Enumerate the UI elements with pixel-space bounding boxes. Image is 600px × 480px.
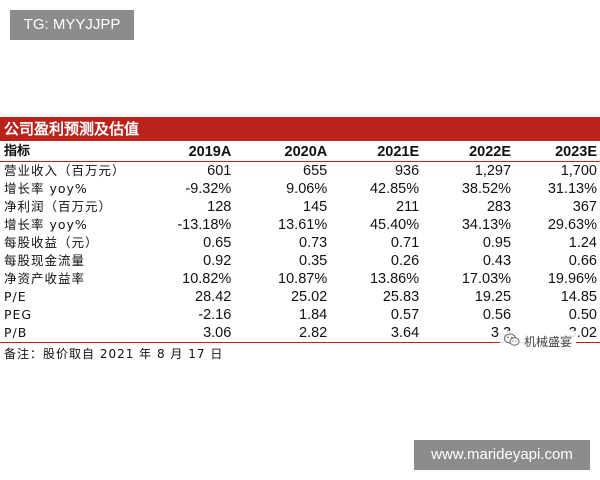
table-row: 净资产收益率 10.82% 10.87% 13.86% 17.03% 19.96…: [0, 270, 600, 288]
table-cell: 1.24: [568, 235, 597, 251]
header-year-2019: 2019A: [129, 143, 236, 162]
table-cell: -13.18%: [177, 217, 232, 233]
table-header-row: 指标 2019A 2020A 2021E 2022E 2023E: [0, 143, 600, 162]
header-indicator: 指标: [0, 143, 130, 162]
table-cell: 0.26: [390, 253, 420, 269]
table-cell: 1,700: [560, 163, 597, 179]
table-row: 增长率 yoy% -13.18% 13.61% 45.40% 34.13% 29…: [0, 216, 600, 234]
table-cell: 0.43: [482, 253, 512, 269]
wechat-icon: [504, 333, 520, 350]
table-cell: 31.13%: [547, 181, 597, 197]
table-row: 每股现金流量 0.92 0.35 0.26 0.43 0.66: [0, 252, 600, 270]
wechat-account-name: 机械盛宴: [524, 334, 573, 349]
table-row: 净利润（百万元） 128 145 211 283 367: [0, 198, 600, 216]
table-cell: 38.52%: [461, 181, 512, 197]
table-cell: 0.65: [203, 235, 232, 251]
table-cell: 13.61%: [278, 217, 328, 233]
table-row: P/E 28.42 25.02 25.83 19.25 14.85: [0, 288, 600, 306]
table-cell: 14.85: [560, 289, 597, 305]
table-cell: 1.84: [299, 307, 328, 323]
tg-watermark-badge: TG: MYYJJPP: [10, 10, 134, 40]
forecast-valuation-table: 指标 2019A 2020A 2021E 2022E 2023E 营业收入（百万…: [0, 143, 600, 343]
table-cell: 3.3: [419, 324, 512, 343]
table-cell: 34.13%: [461, 217, 512, 233]
row-label: 增长率 yoy%: [4, 181, 88, 196]
table-cell: 0.95: [482, 235, 512, 251]
table-cell: 3.06: [129, 324, 236, 343]
row-label: PEG: [4, 307, 33, 322]
table-cell: 0.57: [390, 307, 420, 323]
header-year-2021: 2021E: [327, 143, 420, 162]
table-cell: 283: [486, 199, 512, 215]
table-cell: 45.40%: [369, 217, 420, 233]
table-cell: 128: [207, 199, 232, 215]
table-title: 公司盈利预测及估值: [4, 120, 140, 138]
table-cell: 19.96%: [547, 271, 597, 287]
table-cell: 2.82: [235, 324, 328, 343]
table-cell: 0.73: [299, 235, 328, 251]
table-cell: 10.87%: [278, 271, 328, 287]
table-row: 增长率 yoy% -9.32% 9.06% 42.85% 38.52% 31.1…: [0, 180, 600, 198]
table-cell: 29.63%: [547, 217, 597, 233]
table-cell: 936: [394, 163, 420, 179]
table-cell: 367: [572, 199, 597, 215]
row-label: 净资产收益率: [4, 271, 86, 286]
table-cell: 17.03%: [461, 271, 512, 287]
table-cell: 601: [207, 163, 232, 179]
table-cell: 0.50: [568, 307, 597, 323]
table-cell: 0.92: [203, 253, 232, 269]
table-cell: 9.06%: [286, 181, 328, 197]
table-cell: 10.82%: [182, 271, 232, 287]
table-title-bar: 公司盈利预测及估值: [0, 117, 600, 141]
url-watermark-badge: www.marideyapi.com: [414, 440, 590, 470]
table-cell: 19.25: [474, 289, 512, 305]
table-cell: 13.86%: [369, 271, 420, 287]
row-label: 净利润（百万元）: [4, 199, 113, 214]
table-cell: 28.42: [195, 289, 232, 305]
table-row: 营业收入（百万元） 601 655 936 1,297 1,700: [0, 162, 600, 181]
table-footnote: 备注：股价取自 2021 年 8 月 17 日: [4, 347, 224, 361]
row-label: P/B: [0, 324, 130, 343]
table-cell: 3.64: [327, 324, 420, 343]
table-cell: 42.85%: [369, 181, 420, 197]
row-label: 每股现金流量: [4, 253, 86, 268]
table-cell: 145: [303, 199, 328, 215]
table-cell: 655: [303, 163, 328, 179]
table-cell: 25.02: [290, 289, 328, 305]
header-year-2023: 2023E: [511, 143, 600, 162]
table-cell: 0.71: [390, 235, 420, 251]
table-cell: 0.66: [568, 253, 597, 269]
row-label: 每股收益（元）: [4, 235, 99, 250]
table-cell: -9.32%: [185, 181, 232, 197]
header-year-2022: 2022E: [419, 143, 512, 162]
table-cell: -2.16: [198, 307, 232, 323]
table-cell: 25.83: [382, 289, 420, 305]
row-label: 增长率 yoy%: [4, 217, 88, 232]
table-cell: 0.35: [299, 253, 328, 269]
header-year-2020: 2020A: [235, 143, 328, 162]
wechat-watermark: 机械盛宴: [500, 331, 577, 351]
table-row: 每股收益（元） 0.65 0.73 0.71 0.95 1.24: [0, 234, 600, 252]
table-cell: 0.56: [482, 307, 512, 323]
row-label: P/E: [4, 289, 27, 304]
table-row: PEG -2.16 1.84 0.57 0.56 0.50: [0, 306, 600, 324]
row-label: 营业收入（百万元）: [4, 163, 126, 178]
table-cell: 1,297: [474, 163, 512, 179]
table-row: P/B 3.06 2.82 3.64 3.3 3.02: [0, 324, 600, 343]
table-cell: 211: [396, 199, 420, 215]
